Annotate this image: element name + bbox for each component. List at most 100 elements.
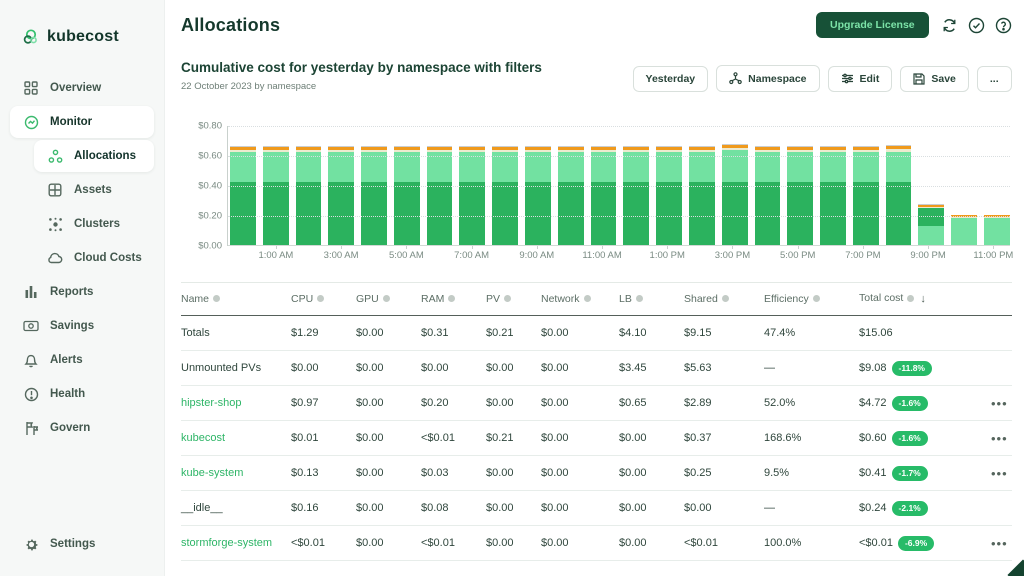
column-header-lb[interactable]: LB [619,293,684,305]
column-header-cpu[interactable]: CPU [291,293,356,305]
x-axis-tick-label: 7:00 AM [454,250,490,261]
sidebar-item-clusters[interactable]: Clusters [34,208,154,240]
more-options-button[interactable]: ... [976,65,1012,92]
bar-segment-orange [525,146,551,150]
bar-segment-mint [754,152,781,183]
cost-bar-11am[interactable] [590,145,617,246]
sidebar-item-govern[interactable]: Govern [10,412,154,444]
bar-segment-green [262,182,289,246]
info-icon[interactable] [907,295,915,303]
namespace-button[interactable]: Namespace [716,65,820,92]
sidebar-item-savings[interactable]: Savings [10,310,154,342]
cost-bar-8pm[interactable] [885,145,912,246]
info-icon[interactable] [635,295,643,303]
assets-icon [47,182,63,198]
chart-gridline [228,126,1010,127]
info-icon[interactable] [583,295,591,303]
cost-bar-10am[interactable] [557,145,584,246]
cost-bar-3am[interactable] [328,145,355,246]
sidebar-item-cloud-costs[interactable]: Cloud Costs [34,242,154,274]
column-header-efficiency[interactable]: Efficiency [764,293,859,305]
cost-bar-7pm[interactable] [852,145,879,246]
cost-bar-9pm[interactable] [918,204,945,246]
info-icon[interactable] [812,295,820,303]
info-icon[interactable] [213,295,221,303]
alerts-icon [23,352,39,368]
row-name-link[interactable]: stormforge-system [181,536,273,549]
sort-desc-icon[interactable]: ↓ [920,292,926,305]
refresh-icon[interactable] [941,17,958,34]
info-icon[interactable] [448,295,456,303]
cost-bar-10pm[interactable] [951,214,977,246]
cost-bar-3pm[interactable] [721,143,748,246]
cost-bar-6am[interactable] [426,145,453,246]
column-header-pv[interactable]: PV [486,293,541,305]
button-label: Edit [859,72,880,85]
sidebar-item-settings[interactable]: Settings [10,528,154,560]
cell-gpu: $0.00 [356,537,384,550]
sidebar-item-assets[interactable]: Assets [34,174,154,206]
row-name-link[interactable]: kubecost [181,431,226,444]
info-icon[interactable] [317,295,325,303]
bar-segment-green [426,182,453,246]
cost-bar-9am[interactable] [525,145,551,246]
bar-segment-gray [590,145,617,147]
cost-change-badge: -1.6% [891,395,928,411]
cost-bar-4am[interactable] [361,145,387,246]
sidebar-item-alerts[interactable]: Alerts [10,344,154,376]
save-button[interactable]: Save [900,65,969,92]
column-header-gpu[interactable]: GPU [356,293,421,305]
sidebar-item-overview[interactable]: Overview [10,72,154,104]
bar-segment-gray [426,145,453,147]
cost-bar-7am[interactable] [459,145,486,246]
row-name-link[interactable]: hipster-shop [181,396,242,409]
cost-bar-4pm[interactable] [754,145,781,246]
cost-bar-12am[interactable] [230,145,256,246]
cost-bar-5am[interactable] [393,145,420,246]
cost-bar-5pm[interactable] [787,145,814,246]
upgrade-license-button[interactable]: Upgrade License [816,12,929,38]
cost-bar-12pm[interactable] [623,145,650,246]
bar-segment-orange [361,146,387,150]
sidebar-item-health[interactable]: Health [10,378,154,410]
row-menu-button[interactable]: ••• [991,465,1008,481]
row-menu-button[interactable]: ••• [991,535,1008,551]
cost-bar-6pm[interactable] [820,145,846,246]
bar-segment-cream [852,149,879,153]
edit-icon [841,73,854,84]
bar-segment-gray [951,214,977,216]
cost-bar-2pm[interactable] [688,145,715,246]
chart-x-axis: 1:00 AM 3:00 AM 5:00 AM 7:00 AM 9:00 AM 11:00… [227,250,1013,264]
column-header-shared[interactable]: Shared [684,293,764,305]
cell-efficiency: 9.5% [764,467,790,480]
row-name-link[interactable]: kube-system [181,466,244,479]
info-icon[interactable] [504,295,512,303]
edit-button[interactable]: Edit [827,65,893,92]
cost-bar-2am[interactable] [295,145,322,246]
cost-bar-1pm[interactable] [656,145,682,246]
column-header-total-cost[interactable]: Total cost ↓ [859,292,991,305]
bar-segment-green [885,182,912,246]
column-header-name[interactable]: Name [181,293,291,305]
bar-segment-orange [557,146,584,150]
row-menu-button[interactable]: ••• [991,430,1008,446]
yesterday-button[interactable]: Yesterday [632,65,709,92]
cost-bar-1am[interactable] [262,145,289,246]
info-icon[interactable] [382,295,390,303]
sidebar-item-allocations[interactable]: Allocations [34,140,154,172]
sidebar-item-monitor[interactable]: Monitor [10,106,154,138]
row-menu-button[interactable]: ••• [991,395,1008,411]
bar-segment-cream [361,149,387,153]
column-header-network[interactable]: Network [541,293,619,305]
cost-bar-11pm[interactable] [983,214,1010,246]
check-circle-icon[interactable] [968,17,985,34]
cost-bar-8am[interactable] [492,145,519,246]
bar-segment-gray [852,145,879,147]
bar-segment-cream [820,149,846,153]
info-icon[interactable] [721,295,729,303]
sidebar-item-reports[interactable]: Reports [10,276,154,308]
column-header-ram[interactable]: RAM [421,293,486,305]
help-icon[interactable] [995,17,1012,34]
allocations-icon [47,148,63,164]
bar-segment-green [492,182,519,246]
